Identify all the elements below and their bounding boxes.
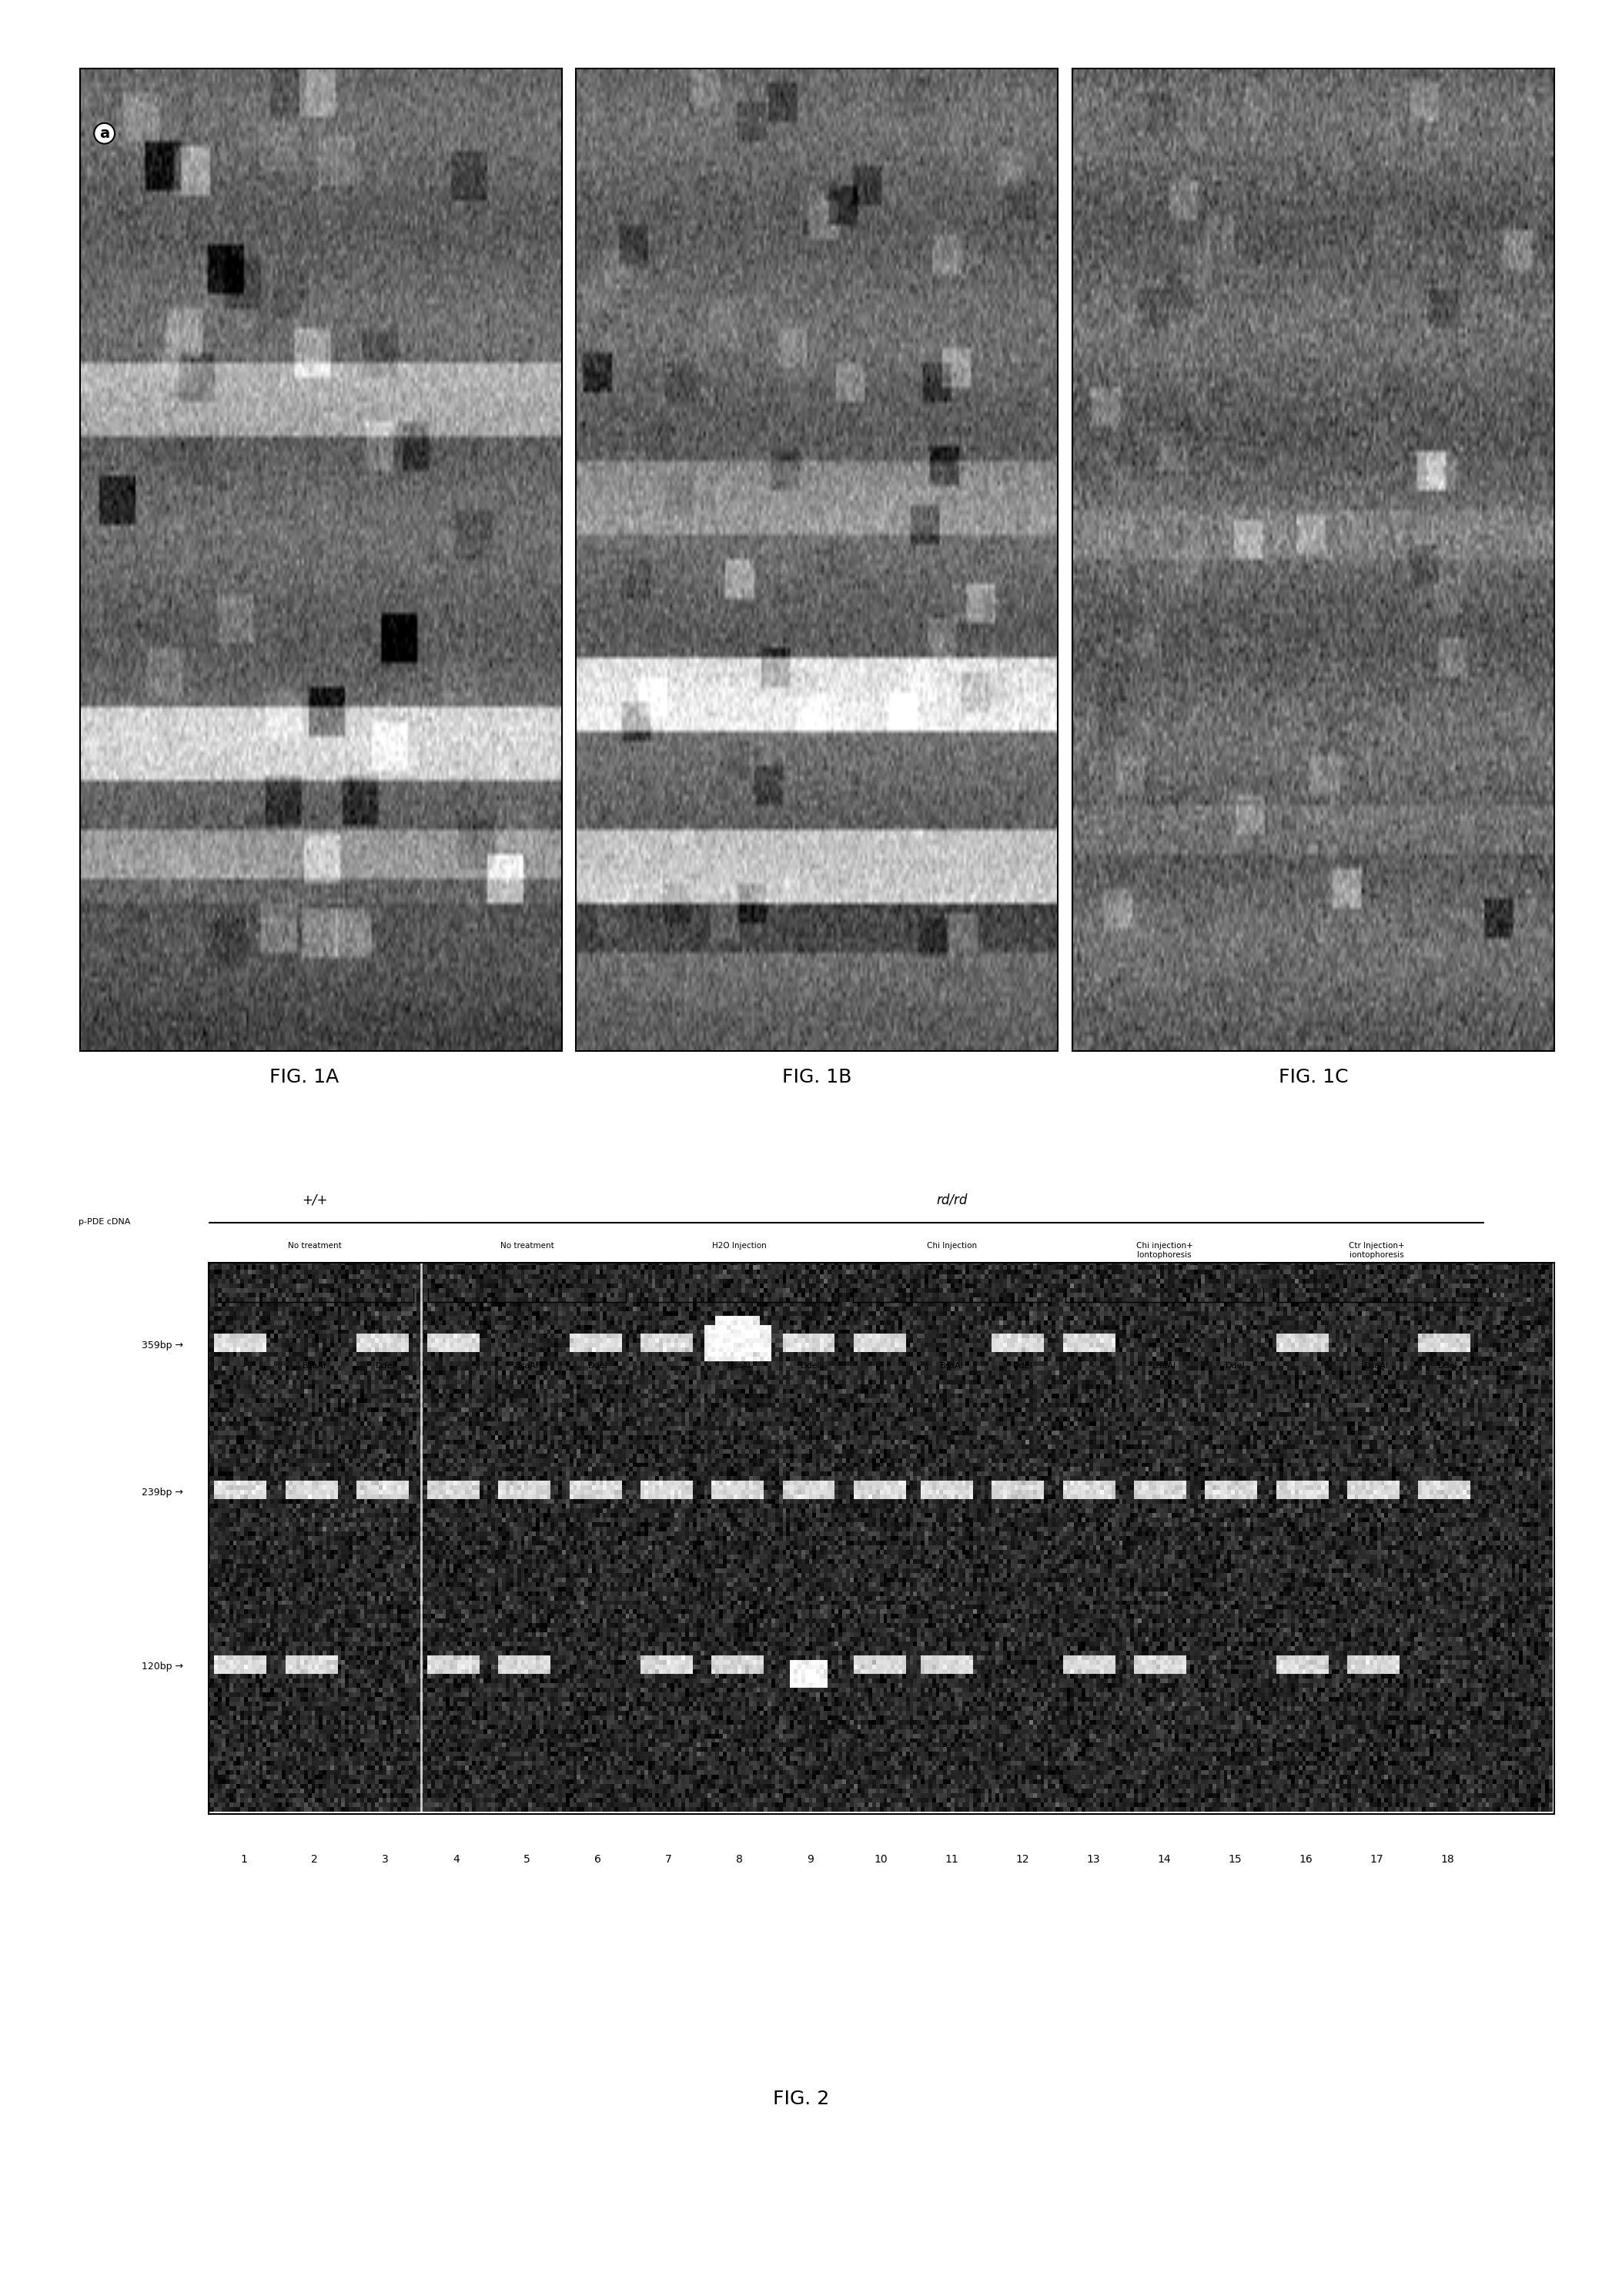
- Text: -: -: [1304, 1362, 1307, 1371]
- Text: 17: 17: [1370, 1855, 1384, 1864]
- Text: -: -: [879, 1362, 883, 1371]
- Text: 3: 3: [381, 1855, 389, 1864]
- Text: BsaAI: BsaAI: [1152, 1362, 1176, 1371]
- Text: 15: 15: [1229, 1855, 1242, 1864]
- Text: No treatment: No treatment: [288, 1242, 341, 1249]
- Text: No treatment: No treatment: [500, 1242, 554, 1249]
- Text: 13: 13: [1086, 1855, 1101, 1864]
- Text: DdeI: DdeI: [1012, 1362, 1033, 1371]
- Text: FIG. 1C: FIG. 1C: [1278, 1068, 1349, 1086]
- Text: +/+: +/+: [301, 1192, 327, 1208]
- Text: Chi injection+
Iontophoresis: Chi injection+ Iontophoresis: [1136, 1242, 1193, 1258]
- Text: rd/rd: rd/rd: [937, 1192, 968, 1208]
- Text: -: -: [242, 1362, 245, 1371]
- Text: Chi Injection: Chi Injection: [928, 1242, 977, 1249]
- Text: 5: 5: [524, 1855, 530, 1864]
- Text: a: a: [99, 126, 109, 140]
- Text: 1: 1: [240, 1855, 247, 1864]
- Text: DdeI: DdeI: [801, 1362, 820, 1371]
- Text: 16: 16: [1299, 1855, 1314, 1864]
- Text: DdeI: DdeI: [375, 1362, 396, 1371]
- Text: 9: 9: [807, 1855, 814, 1864]
- Text: FIG. 1B: FIG. 1B: [782, 1068, 852, 1086]
- Text: 6: 6: [594, 1855, 601, 1864]
- Text: 18: 18: [1440, 1855, 1455, 1864]
- Text: 359bp →: 359bp →: [143, 1341, 183, 1350]
- Text: FIG. 1A: FIG. 1A: [269, 1068, 340, 1086]
- Text: BsaAI: BsaAI: [514, 1362, 538, 1371]
- Text: -: -: [455, 1362, 458, 1371]
- Text: -: -: [1093, 1362, 1096, 1371]
- Text: H2O Injection: H2O Injection: [713, 1242, 767, 1249]
- Text: 10: 10: [875, 1855, 888, 1864]
- Text: -: -: [666, 1362, 670, 1371]
- Text: 2: 2: [311, 1855, 317, 1864]
- Text: 120bp →: 120bp →: [143, 1662, 183, 1671]
- Text: BsaAI: BsaAI: [727, 1362, 751, 1371]
- Text: DdeI: DdeI: [588, 1362, 607, 1371]
- Text: 14: 14: [1158, 1855, 1171, 1864]
- Text: p-PDE cDNA: p-PDE cDNA: [78, 1219, 130, 1226]
- Text: 4: 4: [453, 1855, 460, 1864]
- Text: 7: 7: [665, 1855, 671, 1864]
- Text: 8: 8: [735, 1855, 743, 1864]
- Text: 239bp →: 239bp →: [143, 1488, 183, 1497]
- Text: DdeI: DdeI: [1437, 1362, 1458, 1371]
- Text: BsaAI: BsaAI: [940, 1362, 964, 1371]
- Text: BsaAI: BsaAI: [1365, 1362, 1389, 1371]
- Text: BsaAI: BsaAI: [303, 1362, 327, 1371]
- Text: FIG. 2: FIG. 2: [772, 2089, 830, 2108]
- Text: 12: 12: [1016, 1855, 1030, 1864]
- Text: Ctr Injection+
iontophoresis: Ctr Injection+ iontophoresis: [1349, 1242, 1405, 1258]
- Text: DdeI: DdeI: [1226, 1362, 1245, 1371]
- Text: 11: 11: [945, 1855, 958, 1864]
